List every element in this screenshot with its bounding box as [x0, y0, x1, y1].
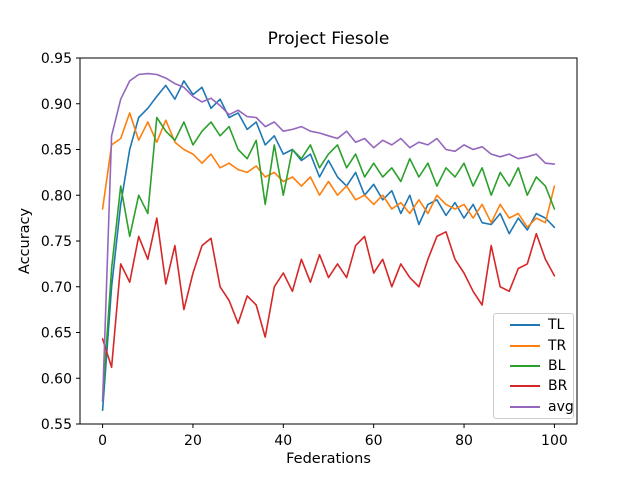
y-tick-label: 0.65: [41, 326, 72, 342]
legend-item-BL: BL: [510, 356, 573, 376]
x-tick-label: 80: [455, 433, 473, 449]
legend-label-BR: BR: [548, 378, 568, 395]
series-line-BL: [101, 116, 556, 402]
chart-title: Project Fiesole: [267, 29, 390, 49]
x-tick-label: 20: [184, 433, 202, 449]
legend-item-BR: BR: [510, 376, 573, 396]
legend-label-avg: avg: [548, 398, 574, 415]
x-tick-label: 0: [98, 433, 107, 449]
x-tick-label: 40: [274, 433, 292, 449]
y-tick-label: 0.95: [41, 51, 72, 67]
x-tick-label: 60: [365, 433, 383, 449]
x-tick-label: 100: [541, 433, 568, 449]
legend-label-TL: TL: [548, 317, 565, 334]
legend-label-BL: BL: [548, 357, 566, 374]
legend-swatch-BR: [510, 385, 540, 388]
legend-item-TL: TL: [510, 315, 573, 335]
legend: TL TR BL BR avg: [493, 313, 574, 419]
y-tick-label: 0.90: [41, 97, 72, 113]
y-tick-label: 0.85: [41, 143, 72, 159]
legend-swatch-avg: [510, 405, 540, 408]
legend-swatch-TR: [510, 344, 540, 347]
x-axis-label: Federations: [286, 451, 371, 467]
series-line-TL: [101, 80, 556, 412]
series-line-TR: [101, 112, 556, 229]
series-line-avg: [101, 72, 556, 402]
y-tick-label: 0.55: [41, 417, 72, 433]
legend-item-avg: avg: [510, 397, 574, 417]
legend-item-TR: TR: [510, 335, 573, 355]
y-tick-label: 0.80: [41, 188, 72, 204]
y-tick-label: 0.75: [41, 234, 72, 250]
y-axis-label: Accuracy: [17, 207, 33, 275]
series-line-BR: [101, 217, 556, 369]
legend-swatch-TL: [510, 324, 540, 327]
legend-label-TR: TR: [548, 337, 567, 354]
y-tick-label: 0.60: [41, 371, 72, 387]
y-tick-label: 0.70: [41, 280, 72, 296]
legend-swatch-BL: [510, 364, 540, 367]
